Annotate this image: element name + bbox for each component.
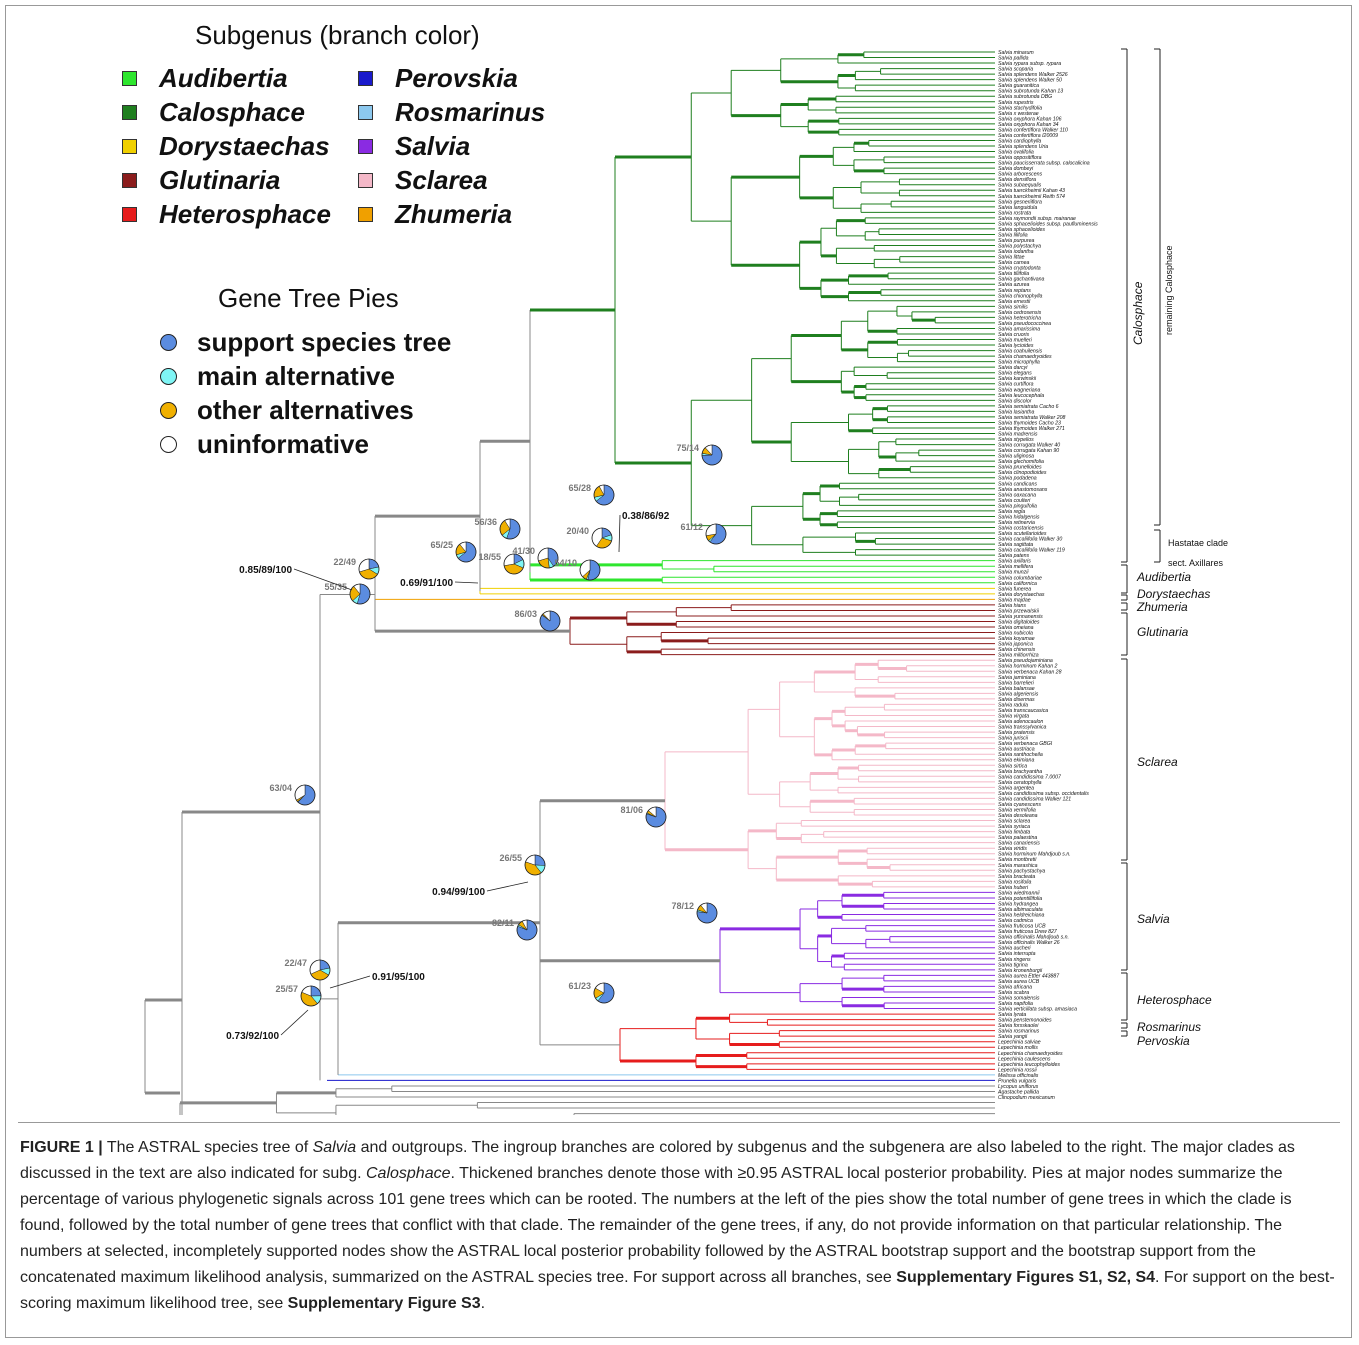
support-label: 0.69/91/100 <box>400 578 453 589</box>
support-leader-line <box>487 882 528 891</box>
pie-count-label: 41/30 <box>512 546 535 556</box>
pie-count-label: 25/57 <box>275 984 298 994</box>
caption-italic: Calosphace <box>366 1165 451 1182</box>
pie-count-label: 18/55 <box>478 552 501 562</box>
support-label: 0.73/92/100 <box>226 1031 279 1042</box>
pie-count-label: 86/03 <box>514 609 537 619</box>
pie-count-label: 65/25 <box>430 540 453 550</box>
caption-supplementary-ref: Supplementary Figures S1, S2, S4 <box>896 1269 1155 1286</box>
clade-label: Hastatae clade <box>1168 538 1228 548</box>
pie-count-label: 78/12 <box>671 901 694 911</box>
pie-count-label: 82/11 <box>492 918 514 928</box>
pie-count-label: 22/49 <box>333 557 356 567</box>
caption-text: . Thickened branches denote those with ≥… <box>20 1165 1292 1286</box>
support-label: 0.38/86/92 <box>622 511 670 522</box>
taxon-label: Clinopodium mexicanum <box>998 1095 1055 1101</box>
pie-count-label: 56/36 <box>474 517 497 527</box>
pie-count-label: 75/14 <box>676 443 699 453</box>
pie-count-label: 20/40 <box>566 526 589 536</box>
clade-label: Glutinaria <box>1137 625 1189 639</box>
caption-divider <box>18 1122 1340 1123</box>
pie-count-label: 26/55 <box>499 853 522 863</box>
pie-count-label: 61/12 <box>680 522 703 532</box>
clade-label: Sclarea <box>1137 755 1178 769</box>
clade-label: Pervoskia <box>1137 1034 1190 1048</box>
caption-text: . <box>481 1295 485 1312</box>
pie-count-label: 61/23 <box>568 981 591 991</box>
clade-label: remaining Calosphace <box>1164 245 1174 335</box>
clade-label: Calosphace <box>1131 281 1145 345</box>
support-leader-line <box>619 515 620 552</box>
clade-label: Dorystaechas <box>1137 587 1210 601</box>
support-label: 0.91/95/100 <box>372 972 425 983</box>
clade-label: Zhumeria <box>1136 600 1188 614</box>
pie-count-label: 63/04 <box>269 783 292 793</box>
caption-figure-number: FIGURE 1 | <box>20 1139 103 1156</box>
clade-label: Heterosphace <box>1137 993 1212 1007</box>
support-leader-line <box>281 1010 308 1035</box>
support-leader-line <box>330 976 370 988</box>
support-leader-line <box>294 569 352 590</box>
support-label: 0.94/99/100 <box>432 887 485 898</box>
figure-caption: FIGURE 1 | The ASTRAL species tree of Sa… <box>20 1135 1340 1317</box>
clade-label: Rosmarinus <box>1137 1020 1201 1034</box>
clade-label: Salvia <box>1137 912 1170 926</box>
pie-count-label: 54/10 <box>554 558 577 568</box>
pie-count-label: 22/47 <box>284 958 307 968</box>
clade-label: Audibertia <box>1136 570 1191 584</box>
caption-supplementary-ref: Supplementary Figure S3 <box>288 1295 481 1312</box>
support-leader-line <box>455 582 478 583</box>
pie-count-label: 65/28 <box>568 483 591 493</box>
pie-count-label: 81/06 <box>620 805 643 815</box>
caption-italic: Salvia <box>313 1139 357 1156</box>
caption-text: The ASTRAL species tree of <box>103 1139 313 1156</box>
support-label: 0.85/89/100 <box>239 565 292 576</box>
phylogeny-tree: Salvia minarumSalvia pallidaSalvia rypar… <box>0 0 1359 1115</box>
clade-label: sect. Axillares <box>1168 558 1224 568</box>
